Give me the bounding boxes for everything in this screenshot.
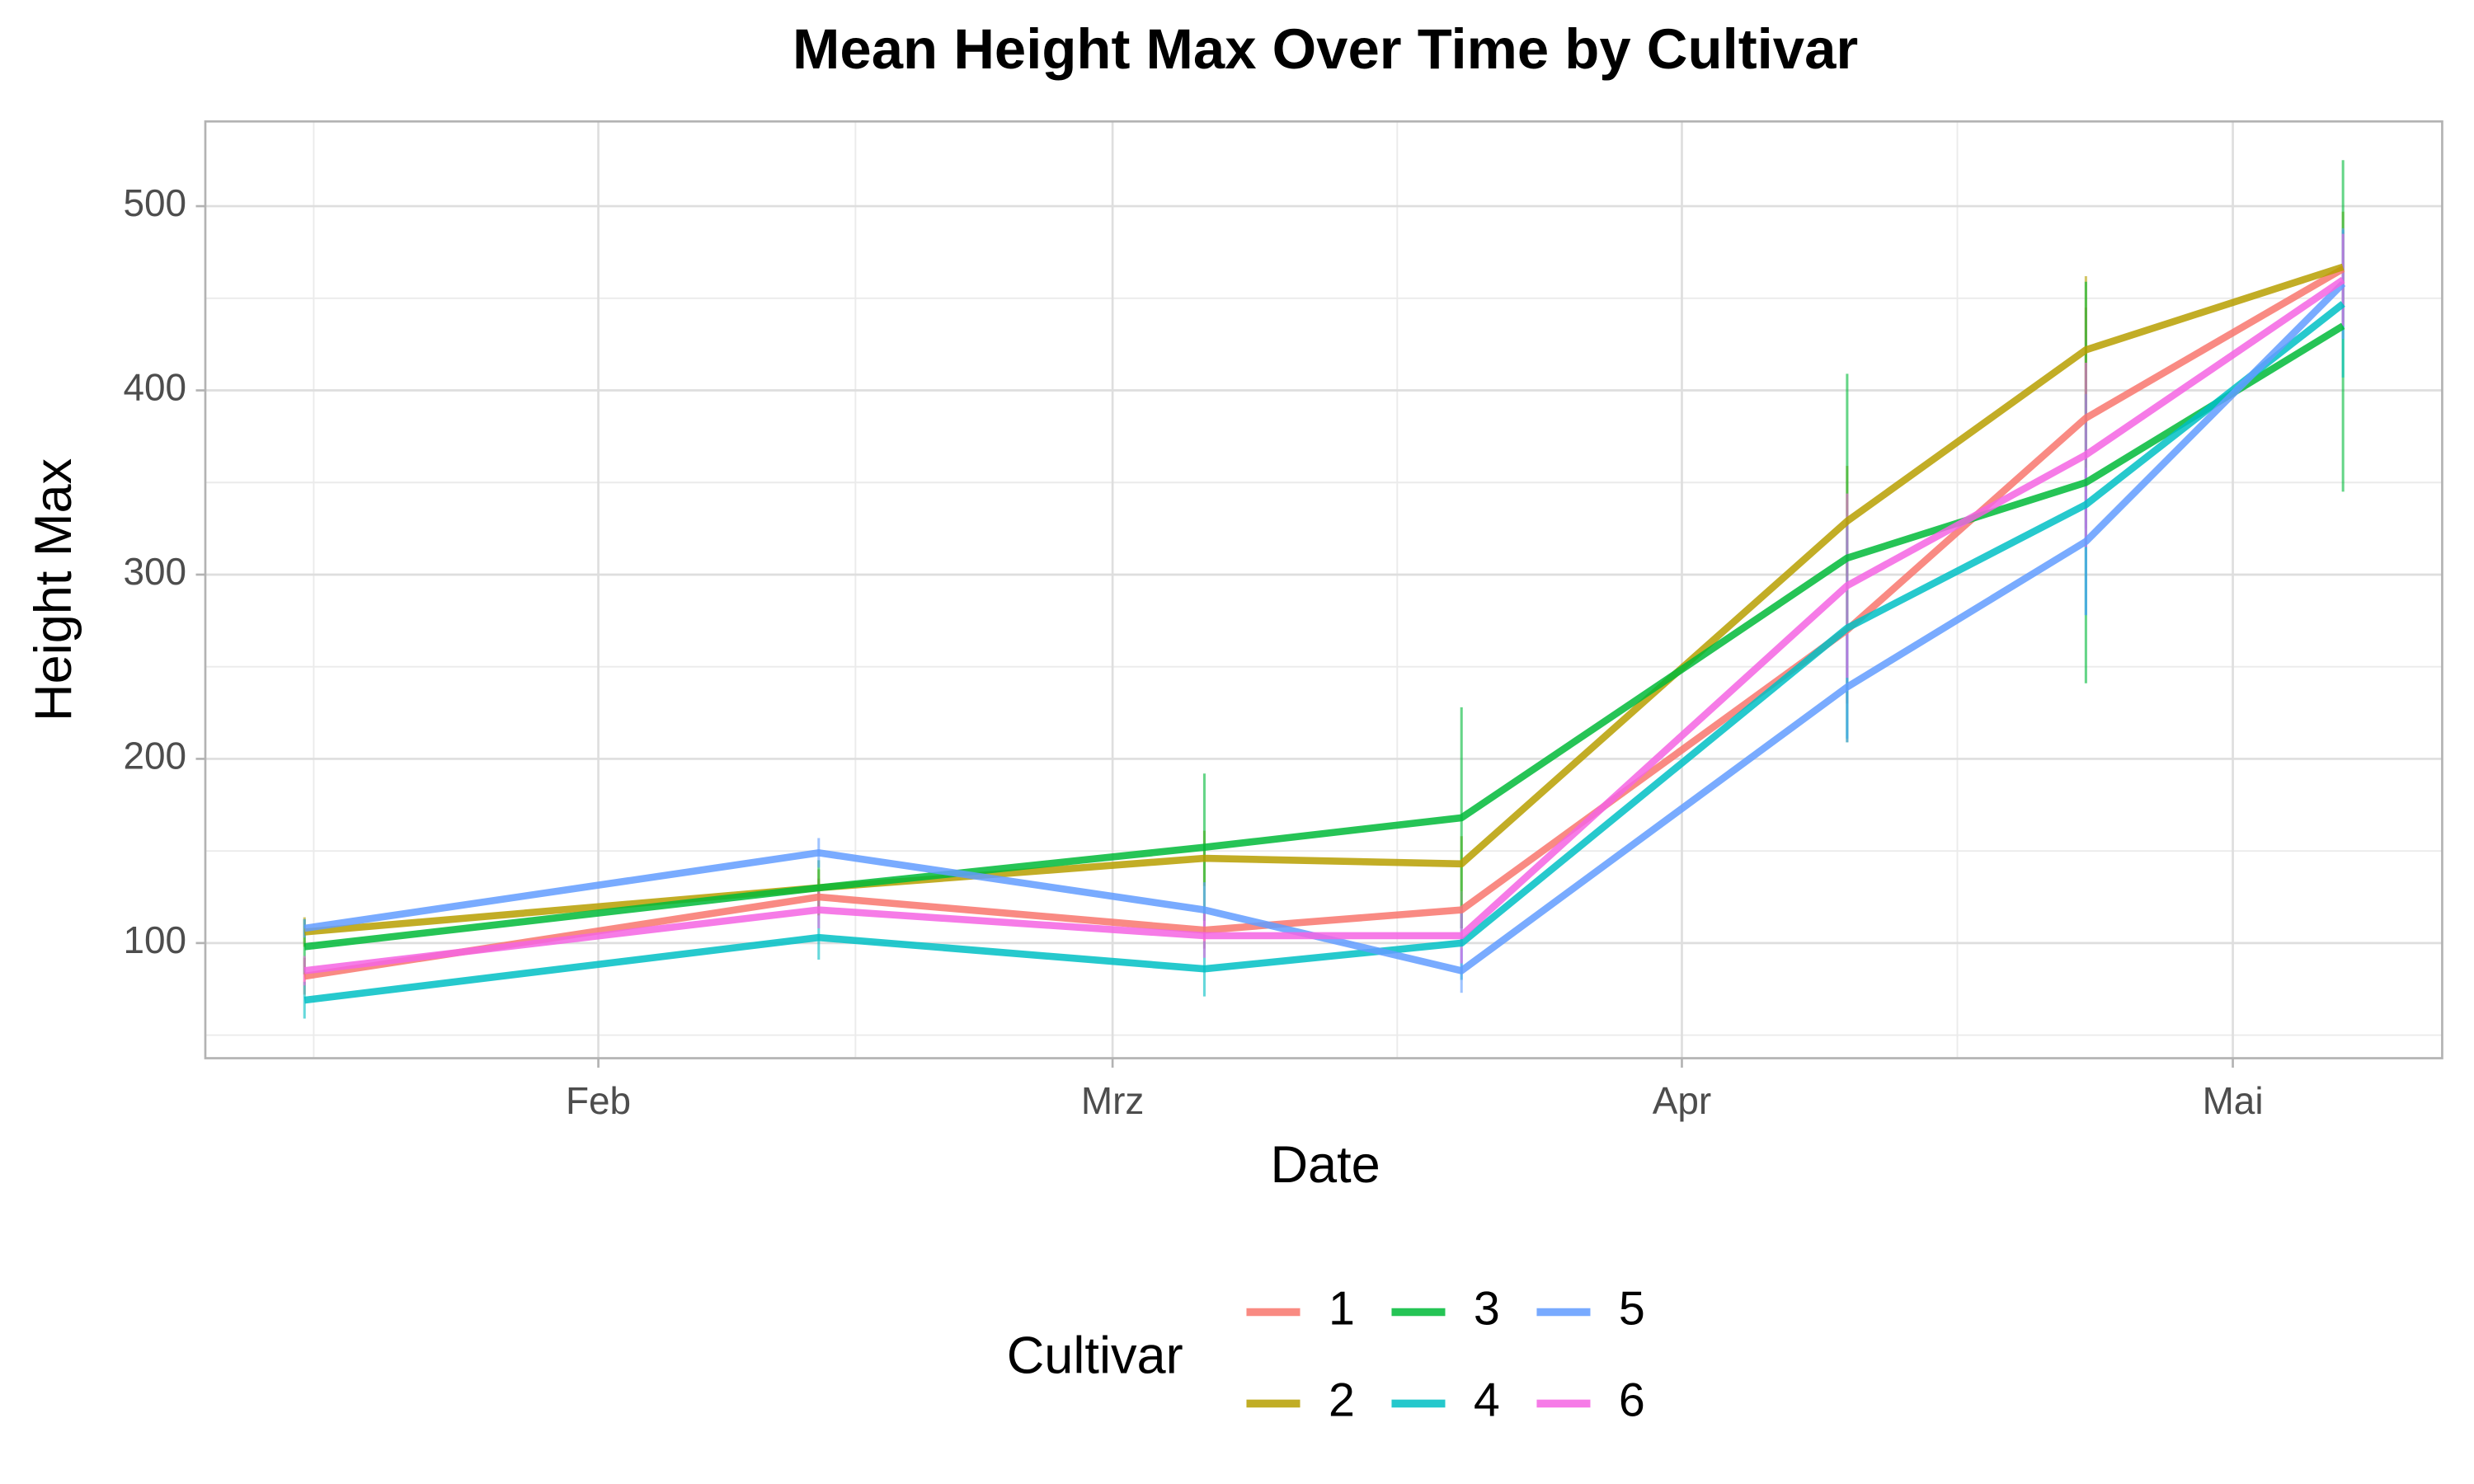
legend-label: 4 [1474,1374,1500,1427]
y-tick-label: 400 [123,366,186,409]
x-axis-label: Date [1270,1136,1380,1194]
x-tick-label: Feb [566,1079,631,1122]
x-tick-label: Mrz [1081,1079,1144,1122]
x-tick-label: Apr [1653,1079,1711,1122]
y-tick-label: 500 [123,181,186,224]
series-line [303,276,2345,974]
legend-label: 1 [1329,1283,1355,1336]
chart-title: Mean Height Max Over Time by Cultivar [793,17,1858,81]
y-tick-label: 300 [123,550,186,593]
legend-label: 3 [1474,1283,1500,1336]
x-tick-label: Mai [2203,1079,2264,1122]
legend-title: Cultivar [1007,1327,1183,1385]
y-tick-label: 200 [123,735,186,777]
series-line [303,280,2346,974]
y-tick-label: 100 [123,918,186,961]
legend-label: 5 [1619,1283,1645,1336]
plot-border [204,120,2443,1059]
legend-label: 2 [1329,1374,1355,1427]
series-line [303,265,2345,980]
legend-label: 6 [1619,1374,1645,1427]
series-line [303,301,2345,1004]
y-axis-label: Height Max [25,458,82,721]
series-line [303,322,2345,951]
